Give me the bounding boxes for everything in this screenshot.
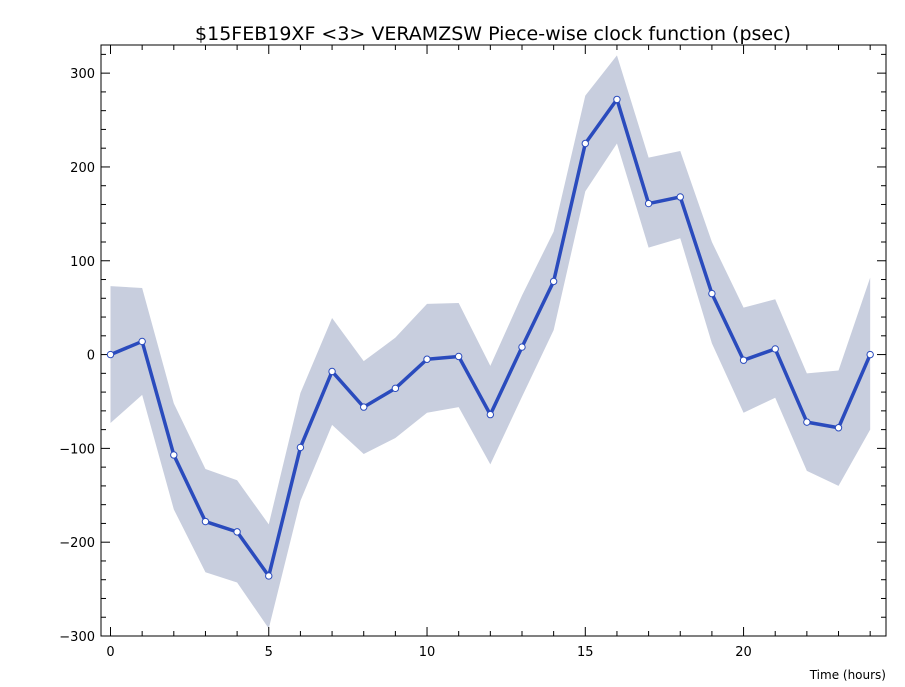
y-tick-label: −200 bbox=[59, 536, 95, 551]
data-point bbox=[676, 193, 684, 201]
data-point bbox=[834, 424, 843, 432]
data-point bbox=[233, 528, 241, 536]
data-point bbox=[486, 410, 495, 419]
data-point bbox=[170, 451, 178, 459]
data-point bbox=[328, 367, 336, 376]
data-point bbox=[581, 139, 589, 148]
data-point bbox=[644, 199, 653, 208]
data-point bbox=[391, 384, 400, 393]
x-tick-label: 5 bbox=[265, 645, 273, 660]
data-point bbox=[739, 356, 748, 364]
x-axis-label: Time (hours) bbox=[809, 668, 886, 682]
data-point bbox=[265, 572, 273, 580]
data-point bbox=[866, 350, 874, 359]
y-tick-label: 200 bbox=[70, 161, 95, 176]
x-tick-label: 20 bbox=[735, 645, 752, 660]
data-point bbox=[201, 517, 210, 526]
data-point bbox=[360, 403, 368, 411]
data-point bbox=[803, 418, 811, 426]
y-tick-label: 300 bbox=[70, 67, 95, 82]
x-tick-label: 15 bbox=[577, 645, 594, 660]
plot-frame bbox=[100, 44, 887, 637]
plot-area: −300 −200 −100 0 100 200 300 0 5 10 15 20 bbox=[59, 44, 887, 660]
y-tick-label: −300 bbox=[59, 630, 95, 645]
data-point bbox=[613, 95, 621, 104]
y-tick-label: 100 bbox=[70, 255, 95, 270]
data-point bbox=[138, 337, 146, 346]
y-tick-label: 0 bbox=[87, 349, 95, 364]
x-tick-label: 0 bbox=[106, 645, 114, 660]
data-point bbox=[518, 343, 526, 351]
data-point bbox=[708, 289, 716, 298]
x-tick-label: 10 bbox=[419, 645, 436, 660]
uncertainty-band bbox=[110, 55, 871, 629]
data-point bbox=[454, 352, 463, 361]
data-point bbox=[549, 277, 558, 286]
data-point bbox=[423, 355, 431, 363]
data-point bbox=[771, 345, 779, 353]
chart-title: $15FEB19XF <3> VERAMZSW Piece-wise clock… bbox=[195, 23, 791, 45]
data-point bbox=[106, 350, 115, 359]
data-point bbox=[296, 443, 305, 452]
y-tick-label: −100 bbox=[59, 442, 95, 457]
